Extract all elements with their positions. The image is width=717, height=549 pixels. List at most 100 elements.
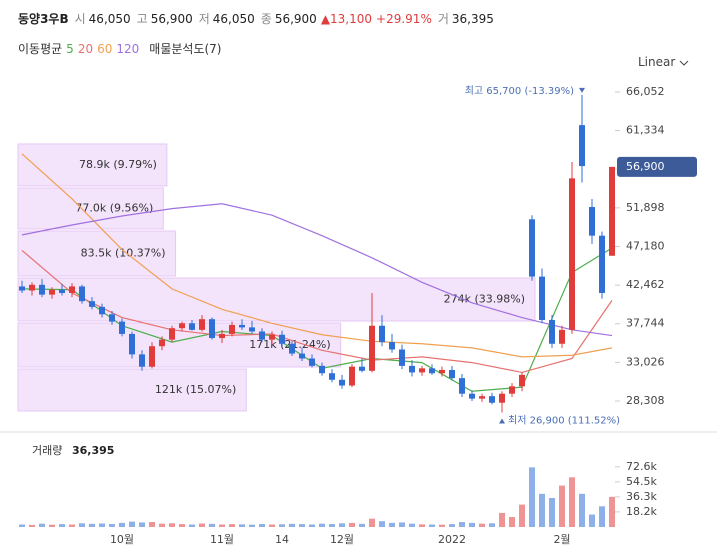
profile-bar xyxy=(17,187,164,230)
candle-body xyxy=(369,325,375,371)
x-tick-label: 11월 xyxy=(210,533,234,546)
volume-bar xyxy=(219,524,225,527)
volume-bar xyxy=(539,493,545,527)
candle-body xyxy=(129,333,135,355)
candle-body xyxy=(239,324,245,328)
volume-bar xyxy=(399,522,405,527)
high-marker xyxy=(579,87,585,93)
candle-body xyxy=(219,333,225,339)
field-label: 거 xyxy=(437,12,449,26)
candle-body xyxy=(49,289,55,295)
candle-body xyxy=(559,329,565,344)
field-value: 36,395 xyxy=(451,12,494,26)
volume-bar xyxy=(379,521,385,527)
field-label: 종 xyxy=(260,12,272,26)
scale-menu[interactable]: Linear xyxy=(638,55,689,69)
candle-body xyxy=(499,393,505,403)
scale-menu-label[interactable]: Linear xyxy=(638,55,676,69)
volume-bar xyxy=(449,524,455,527)
volume-bar xyxy=(209,523,215,527)
low-marker xyxy=(499,418,505,424)
candle-body xyxy=(79,286,85,302)
candle-body xyxy=(19,286,25,291)
change: ▲13,100 xyxy=(320,12,373,26)
profile-bar xyxy=(17,368,247,412)
volume-bar xyxy=(269,524,275,527)
volume-bar xyxy=(279,524,285,527)
candle-body xyxy=(519,374,525,387)
indicator-legend: 이동평균 5 20 60 120 매물분석도(7) xyxy=(18,40,225,57)
profile-label: 274k (33.98%) xyxy=(444,292,525,305)
volume-bar xyxy=(489,523,495,527)
candle-body xyxy=(449,369,455,379)
profile-bar xyxy=(17,322,342,368)
profile-label: 171k (21.24%) xyxy=(249,338,330,351)
candle-body xyxy=(89,301,95,307)
field-value: 46,050 xyxy=(212,12,255,26)
last-price-label: 56,900 xyxy=(626,160,665,173)
legend-title: 이동평균 xyxy=(18,42,63,56)
volume-bar xyxy=(129,521,135,527)
volume-bar xyxy=(479,523,485,527)
profile-label: 121k (15.07%) xyxy=(155,383,236,396)
volume-bar xyxy=(139,522,145,527)
candle-body xyxy=(209,319,215,339)
field-label: 고 xyxy=(136,12,148,26)
candle-body xyxy=(329,373,335,380)
volume-tick-label: 36.3k xyxy=(626,490,657,503)
change-pct: +29.91% xyxy=(376,12,432,26)
candle-body xyxy=(509,386,515,394)
volume-bar xyxy=(589,514,595,527)
y-tick-label: 51,898 xyxy=(626,201,665,214)
header: 동양3우B 시 46,050 고 56,900 저 46,050 종 56,900 ▲13,100… xyxy=(18,10,494,27)
volume-bar xyxy=(159,523,165,527)
y-tick-label: 66,052 xyxy=(626,85,665,98)
candle-body xyxy=(99,306,105,315)
x-tick-label: 2월 xyxy=(553,533,570,546)
volume-tick-label: 18.2k xyxy=(626,505,657,518)
x-tick-label: 12월 xyxy=(330,533,354,546)
volume-bar xyxy=(309,524,315,527)
volume-bar xyxy=(559,485,565,527)
volume-bar xyxy=(19,524,25,527)
candle-body xyxy=(389,342,395,350)
profile-label: 83.5k (10.37%) xyxy=(81,246,166,259)
volume-bar xyxy=(109,524,115,527)
candle-body xyxy=(409,365,415,373)
candle-body xyxy=(609,166,615,256)
candle-body xyxy=(169,328,175,340)
volume-tick-label: 72.6k xyxy=(626,460,657,473)
volume-bar xyxy=(329,524,335,527)
volume-title: 거래량 xyxy=(32,444,62,457)
volume-bar xyxy=(249,524,255,527)
volume-bar xyxy=(259,524,265,527)
candle-body xyxy=(249,327,255,332)
volume-bar xyxy=(69,524,75,527)
candle-body xyxy=(319,365,325,374)
volume-bar xyxy=(119,522,125,527)
volume-bar xyxy=(429,524,435,527)
volume-bar xyxy=(319,523,325,527)
candle-body xyxy=(119,321,125,334)
candle-body xyxy=(299,353,305,359)
volume-bar xyxy=(289,523,295,527)
chevron[interactable] xyxy=(679,59,689,67)
volume-bar xyxy=(469,522,475,527)
ma-line xyxy=(21,153,613,358)
volume-bar xyxy=(569,477,575,527)
candle-body xyxy=(379,325,385,343)
candle-body xyxy=(459,378,465,394)
candle-body xyxy=(599,235,605,293)
ma-line xyxy=(21,247,613,392)
candle-body xyxy=(349,366,355,386)
candle-body xyxy=(279,334,285,344)
volume-bar xyxy=(359,523,365,527)
volume-bar xyxy=(339,523,345,527)
volume-tick-label: 54.5k xyxy=(626,475,657,488)
candle-body xyxy=(269,334,275,340)
candle-body xyxy=(179,323,185,329)
volume-bar xyxy=(59,524,65,527)
y-tick-label: 61,334 xyxy=(626,124,665,137)
ma-line xyxy=(21,249,613,374)
